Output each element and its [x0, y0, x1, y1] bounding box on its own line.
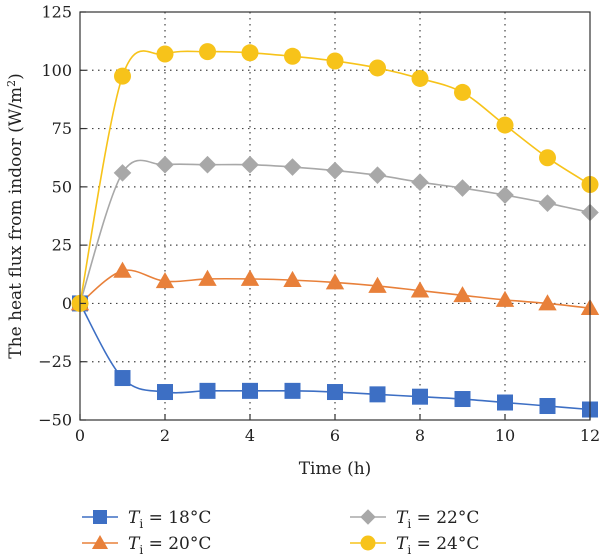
data-point-square: [157, 384, 173, 401]
x-tick-label: 2: [160, 426, 170, 445]
data-point-circle: [496, 116, 514, 134]
data-point-diamond: [453, 179, 472, 197]
y-tick-label: −50: [38, 411, 72, 430]
data-point-circle: [156, 45, 174, 63]
data-point-triangle: [495, 290, 515, 307]
data-point-diamond: [198, 155, 217, 174]
data-point-square: [114, 370, 131, 387]
data-point-square: [242, 382, 258, 399]
data-point-square: [497, 394, 513, 411]
legend-label: Ti = 18°C: [128, 508, 211, 531]
data-point-circle: [326, 52, 344, 70]
data-point-square: [369, 386, 386, 403]
legend-marker-square: [93, 510, 107, 524]
series-markers: [70, 43, 600, 418]
y-tick-label: −25: [38, 352, 72, 371]
x-axis-title: Time (h): [299, 459, 372, 479]
data-point-diamond: [538, 194, 557, 212]
data-point-circle: [241, 44, 259, 62]
legend-marker-circle: [360, 535, 376, 551]
y-axis-title: The heat flux from indoor (W/m2): [5, 73, 27, 358]
data-point-circle: [454, 83, 471, 101]
grid: [80, 12, 590, 420]
data-point-square: [327, 384, 343, 401]
data-point-triangle: [368, 276, 387, 293]
y-tick-label: 125: [41, 3, 72, 22]
x-tick-label: 0: [75, 426, 85, 445]
data-point-triangle: [325, 273, 345, 290]
y-tick-label: 0: [62, 294, 72, 313]
data-point-triangle: [240, 269, 260, 286]
legend-label: Ti = 20°C: [128, 534, 211, 554]
y-axis-title-end: ): [6, 73, 26, 80]
data-point-square: [199, 382, 216, 399]
data-point-diamond: [156, 155, 174, 174]
data-point-triangle: [410, 281, 430, 298]
y-tick-label: 100: [41, 61, 72, 80]
x-tick-label: 8: [415, 426, 425, 445]
legend-item: Ti = 18°C: [82, 508, 211, 531]
y-tick-label: 50: [52, 177, 72, 196]
data-point-diamond: [411, 173, 429, 191]
data-point-diamond: [113, 164, 132, 182]
data-point-circle: [284, 47, 301, 65]
data-point-square: [454, 391, 471, 408]
data-point-triangle: [155, 272, 175, 289]
data-point-triangle: [453, 286, 472, 303]
legend-label: Ti = 24°C: [396, 534, 479, 554]
data-point-diamond: [241, 155, 259, 174]
data-point-circle: [411, 69, 429, 87]
data-point-circle: [539, 149, 556, 167]
data-point-square: [284, 382, 301, 399]
data-point-triangle: [283, 270, 302, 288]
x-axis-ticks: 0 2 4 6 8 10 12: [75, 414, 600, 445]
y-tick-label: 75: [52, 119, 72, 138]
y-tick-label: 25: [52, 236, 72, 255]
legend-label: Ti = 22°C: [396, 508, 479, 531]
x-tick-label: 10: [495, 426, 515, 445]
legend-item: Ti = 24°C: [350, 534, 479, 554]
legend-marker-diamond: [360, 509, 376, 525]
series-lines: [79, 50, 591, 411]
data-point-circle: [199, 43, 216, 61]
x-tick-label: 12: [580, 426, 600, 445]
x-tick-label: 4: [245, 426, 255, 445]
data-point-circle: [114, 67, 131, 85]
data-point-triangle: [538, 294, 557, 311]
legend: Ti = 18°C Ti = 20°C Ti = 22°C Ti = 24°C: [82, 508, 479, 554]
x-tick-label: 6: [330, 426, 340, 445]
data-point-square: [412, 388, 428, 405]
legend-item: Ti = 22°C: [350, 508, 479, 531]
y-axis-title-main: The heat flux from indoor (W/m: [6, 87, 26, 359]
data-point-circle: [369, 59, 386, 77]
y-axis-title-sup: 2: [5, 80, 18, 87]
legend-item: Ti = 20°C: [82, 534, 211, 554]
legend-marker-triangle: [91, 534, 109, 550]
data-point-diamond: [283, 158, 302, 176]
data-point-triangle: [198, 269, 217, 286]
data-point-triangle: [113, 261, 132, 278]
data-point-diamond: [368, 166, 387, 184]
y-axis-ticks: −50 −25 0 25 50 75 100 125: [38, 3, 86, 430]
data-point-diamond: [496, 186, 514, 204]
data-point-square: [539, 398, 556, 415]
data-point-diamond: [326, 161, 344, 180]
